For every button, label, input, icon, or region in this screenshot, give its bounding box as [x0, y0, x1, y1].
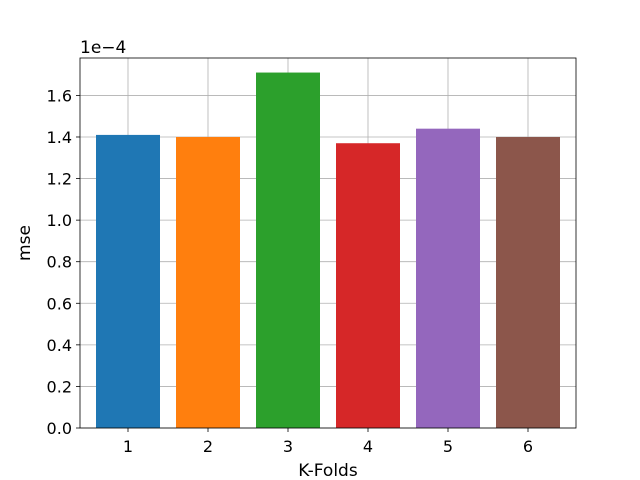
- y-tick-label: 0.6: [47, 294, 72, 313]
- x-tick-label: 4: [363, 437, 373, 456]
- x-tick-label: 1: [123, 437, 133, 456]
- x-tick-label: 3: [283, 437, 293, 456]
- y-tick-label: 1.2: [47, 170, 72, 189]
- y-tick-label: 1.0: [47, 211, 72, 230]
- bar-fold-2: [176, 136, 240, 428]
- y-offset-label: 1e−4: [80, 38, 126, 58]
- y-tick-label: 0.8: [47, 253, 72, 272]
- x-tick-label: 6: [523, 437, 533, 456]
- bar-fold-3: [256, 72, 320, 428]
- y-tick-label: 0.4: [47, 336, 72, 355]
- y-tick-label: 1.4: [47, 128, 72, 147]
- x-axis-label: K-Folds: [298, 461, 358, 480]
- bar-fold-4: [336, 143, 400, 428]
- bar-fold-6: [496, 136, 560, 428]
- y-axis-label: mse: [15, 225, 35, 261]
- y-tick-label: 0.0: [47, 419, 72, 438]
- y-tick-label: 0.2: [47, 377, 72, 396]
- bar-fold-5: [416, 128, 480, 428]
- bar-fold-1: [96, 134, 160, 429]
- y-tick-label: 1.6: [47, 86, 72, 105]
- plot-frame: [79, 57, 577, 429]
- bars-layer: [96, 72, 560, 429]
- x-tick-label: 2: [203, 437, 213, 456]
- x-tick-label: 5: [443, 437, 453, 456]
- ticks-layer: 1 2 3 4 5 6 0.0 0.2 0.4 0.6 0.8 1.0 1.2 1.4 1.6: [47, 86, 534, 456]
